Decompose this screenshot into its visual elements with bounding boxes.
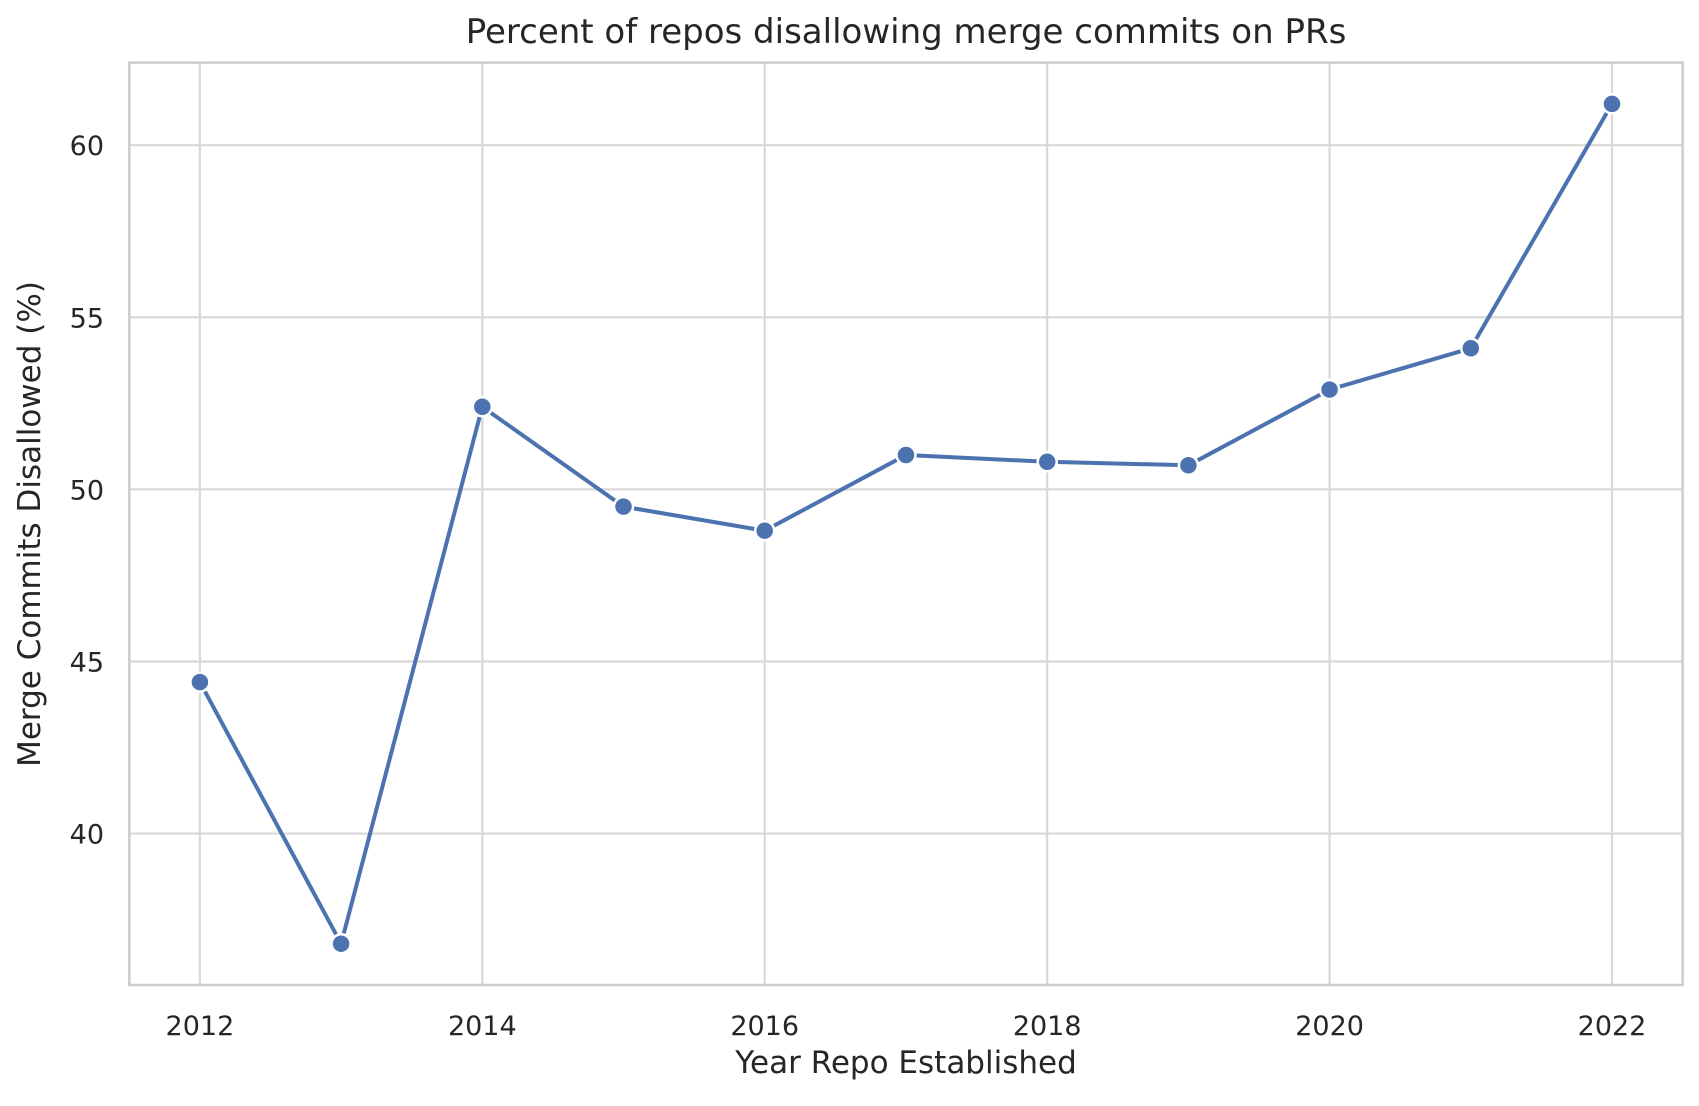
x-tick-label: 2016: [730, 1011, 799, 1042]
x-tick-label: 2022: [1578, 1011, 1647, 1042]
data-line: [197, 101, 1614, 946]
plot-border: [128, 61, 1684, 987]
chart-title: Percent of repos disallowing merge commi…: [465, 12, 1347, 52]
data-point-2020: [1318, 378, 1341, 401]
data-point-2018: [1036, 451, 1058, 473]
y-tick-label: 50: [70, 475, 104, 506]
y-tick-label: 40: [70, 820, 104, 851]
data-point-2012: [189, 671, 211, 693]
y-tick-label: 55: [70, 303, 104, 334]
data-point-2015: [612, 495, 635, 518]
data-point-2019: [1177, 454, 1200, 477]
data-point-2013: [330, 932, 352, 955]
x-tick-label: 2012: [166, 1011, 235, 1042]
y-tick-label: 60: [70, 131, 104, 162]
y-axis-label: Merge Commits Disallowed (%): [12, 281, 49, 767]
data-point-2014: [471, 396, 494, 418]
x-tick-label: 2020: [1295, 1011, 1364, 1042]
data-point-2016: [753, 519, 776, 542]
x-tick-label: 2014: [448, 1011, 517, 1042]
data-point-2017: [895, 444, 917, 466]
x-axis-label: Year Repo Established: [735, 1045, 1077, 1081]
data-point-2022: [1601, 93, 1623, 115]
x-tick-label: 2018: [1013, 1011, 1082, 1042]
y-tick-label: 45: [70, 648, 104, 679]
data-point-2021: [1460, 337, 1482, 360]
